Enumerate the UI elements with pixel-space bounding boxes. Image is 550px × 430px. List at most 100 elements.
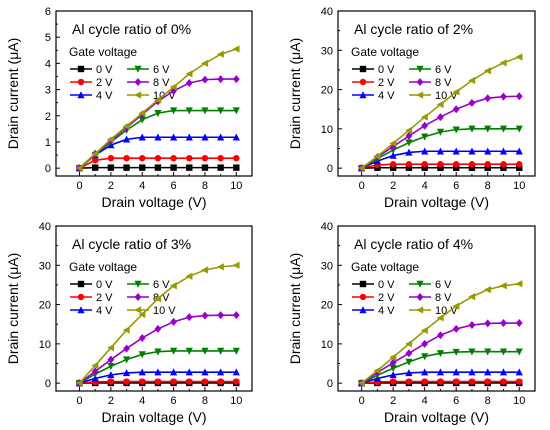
y-tick-label: 3 xyxy=(45,85,51,97)
data-point xyxy=(499,282,507,290)
data-point xyxy=(516,161,523,168)
y-tick-label: 10 xyxy=(321,339,333,351)
plot-frame xyxy=(55,10,253,177)
data-point xyxy=(75,164,83,172)
data-point xyxy=(452,302,460,310)
data-point xyxy=(468,368,476,376)
data-point xyxy=(170,154,177,162)
data-point xyxy=(437,331,444,340)
data-point xyxy=(453,378,460,385)
data-point xyxy=(201,154,209,162)
x-tick-label: 10 xyxy=(513,180,525,192)
plot-frame xyxy=(55,225,253,392)
y-tick-label: 2 xyxy=(45,111,51,123)
y-tick-label: 10 xyxy=(39,339,51,351)
data-point xyxy=(201,75,209,84)
data-point xyxy=(483,67,491,75)
data-point xyxy=(201,266,209,274)
data-point xyxy=(436,314,444,322)
data-point xyxy=(170,107,178,115)
series-4v xyxy=(75,368,240,387)
y-tick-label: 6 xyxy=(45,6,51,18)
legend-label: 0 V xyxy=(378,64,395,76)
data-point xyxy=(453,161,460,168)
data-point xyxy=(154,109,162,117)
data-point xyxy=(185,133,193,141)
data-point xyxy=(389,164,397,171)
data-point xyxy=(468,164,476,171)
data-point xyxy=(185,107,193,115)
data-point xyxy=(405,126,413,135)
data-point xyxy=(437,164,444,171)
data-point xyxy=(483,286,491,294)
data-point xyxy=(217,154,224,162)
data-point xyxy=(138,351,146,359)
y-tick-label: 0 xyxy=(327,163,333,175)
chart-panel-1: 0 2 4 6 8 10 0 1 2 3 4 5 6 Drain voltage (V) Drain cur… xyxy=(5,6,253,210)
panel-title: Al cycle ratio of 3% xyxy=(72,236,191,252)
data-point xyxy=(217,311,225,320)
data-point xyxy=(139,164,146,171)
data-point xyxy=(357,164,365,172)
data-point xyxy=(75,379,83,387)
series-0v xyxy=(76,164,240,172)
data-point xyxy=(138,368,146,376)
panel-title: Al cycle ratio of 4% xyxy=(354,236,473,252)
legend-marker xyxy=(134,91,142,99)
x-tick-label: 6 xyxy=(171,180,177,192)
legend-marker xyxy=(416,280,424,288)
legend-label: 0 V xyxy=(96,279,113,291)
legend-label: 10 V xyxy=(435,90,458,102)
legend: Gate voltage 0 V2 V4 V 6 V8 V10 V xyxy=(69,260,176,317)
data-point xyxy=(421,147,429,155)
y-axis-label: Drain current (μA) xyxy=(5,38,21,150)
data-point xyxy=(123,164,130,171)
data-point xyxy=(515,368,523,376)
data-point xyxy=(436,128,445,136)
x-axis-label: Drain voltage (V) xyxy=(384,409,489,425)
data-point xyxy=(389,353,397,361)
data-point xyxy=(499,59,507,67)
data-point xyxy=(436,147,445,155)
data-point xyxy=(389,365,397,373)
data-point xyxy=(233,378,240,385)
data-point xyxy=(122,326,130,334)
legend-title: Gate voltage xyxy=(351,45,419,59)
data-point xyxy=(437,161,444,168)
x-tick-label: 2 xyxy=(390,395,396,407)
data-point xyxy=(437,378,444,385)
data-point xyxy=(515,147,523,155)
x-tick-label: 4 xyxy=(422,395,428,407)
data-point xyxy=(107,363,115,371)
data-point xyxy=(453,164,460,171)
data-point xyxy=(499,147,508,155)
y-tick-label: 0 xyxy=(327,378,333,390)
data-point xyxy=(107,371,115,379)
data-point xyxy=(138,109,146,117)
data-point xyxy=(233,154,240,162)
legend-marker xyxy=(77,78,85,86)
y-tick-label: 30 xyxy=(39,260,51,272)
data-point xyxy=(170,164,177,171)
legend-marker xyxy=(359,65,367,73)
chart-panel-2: 0 2 4 6 8 10 0 10 20 30 40 Drain voltage (V) Drain c… xyxy=(287,6,536,210)
data-point xyxy=(500,378,507,385)
data-point xyxy=(201,368,209,376)
legend-label: 0 V xyxy=(96,64,113,76)
data-point xyxy=(389,378,397,385)
data-point xyxy=(91,374,99,382)
data-point xyxy=(170,133,178,141)
data-point xyxy=(201,311,209,320)
x-axis-label: Drain voltage (V) xyxy=(101,194,206,210)
data-point xyxy=(405,161,413,168)
legend-label: 6 V xyxy=(435,64,452,76)
legend-label: 8 V xyxy=(153,77,170,89)
data-point xyxy=(500,161,507,168)
x-tick-label: 6 xyxy=(453,180,459,192)
data-point xyxy=(515,280,523,288)
data-point xyxy=(484,161,491,168)
data-point xyxy=(154,164,162,171)
y-tick-label: 40 xyxy=(321,6,333,18)
series-10v xyxy=(75,45,240,172)
x-tick-label: 6 xyxy=(453,395,459,407)
